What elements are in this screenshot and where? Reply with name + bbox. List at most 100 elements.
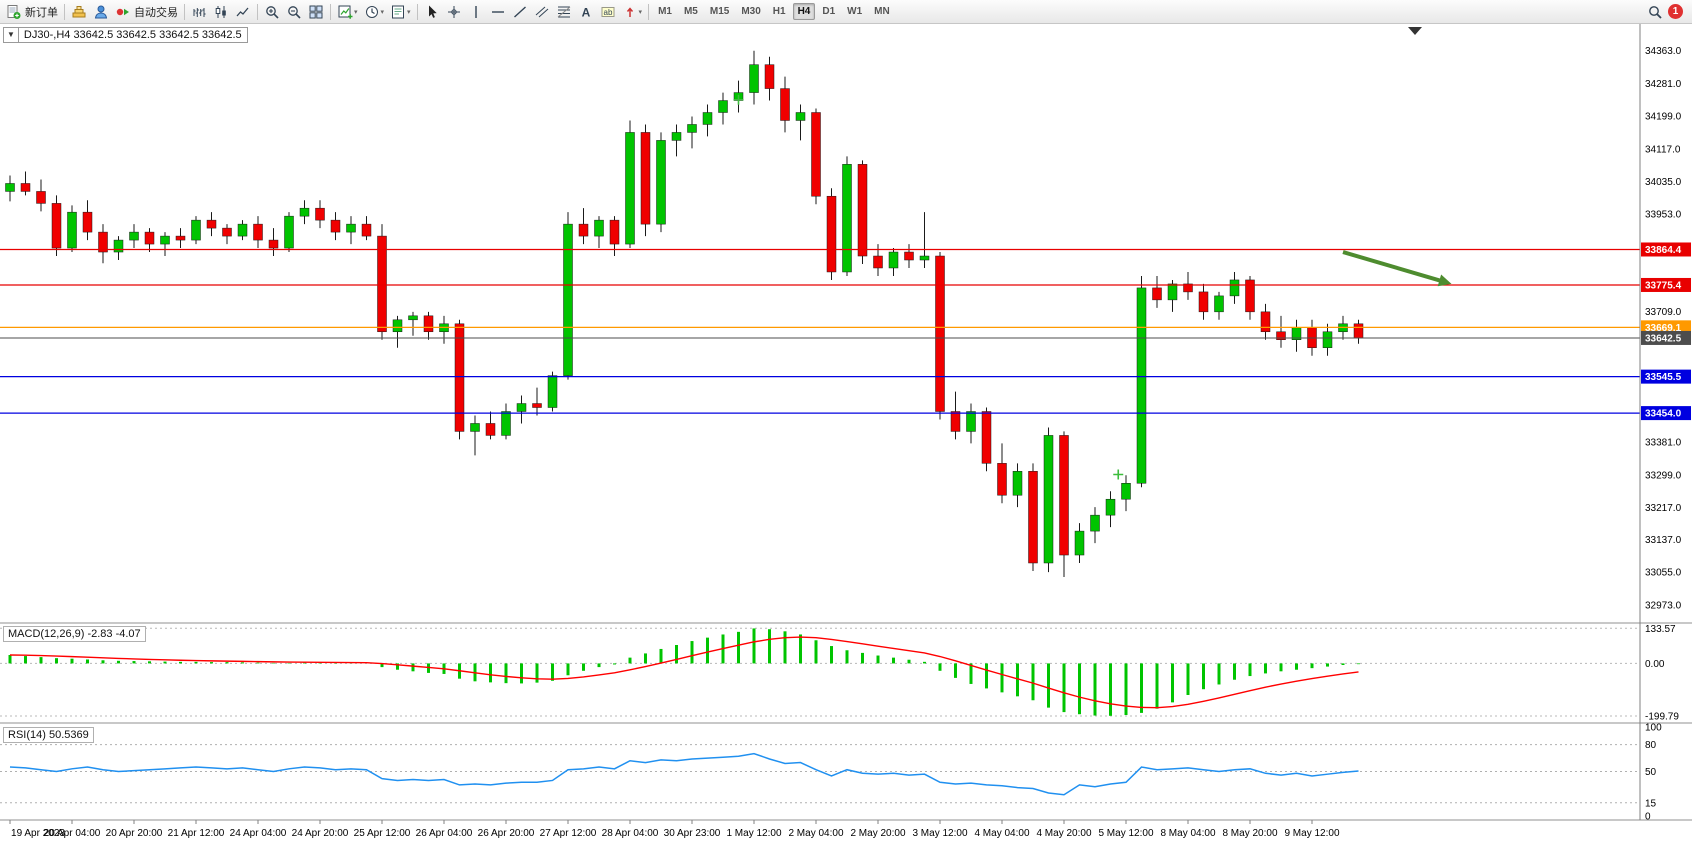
price-tick-label: 33299.0: [1645, 470, 1682, 481]
candle: [981, 411, 992, 464]
time-tick-label: 8 May 20:00: [1222, 828, 1277, 839]
price-badge-label: 33669.1: [1645, 323, 1682, 334]
timeframe-m15[interactable]: M15: [709, 6, 730, 17]
crosshair-button[interactable]: [444, 2, 464, 22]
candle: [950, 411, 961, 432]
candle: [795, 112, 806, 121]
market-watch-button[interactable]: [69, 2, 89, 22]
time-tick-label: 27 Apr 12:00: [540, 828, 597, 839]
bar-chart-button[interactable]: [189, 2, 209, 22]
price-badge: [1641, 242, 1691, 257]
timeframe-m30[interactable]: M30: [741, 6, 761, 17]
timeframe-m1[interactable]: M1: [658, 6, 672, 17]
candlestick-chart-button[interactable]: [211, 2, 231, 22]
chart-title: DJ30-,H4 33642.5 33642.5 33642.5 33642.5: [23, 29, 242, 41]
candle: [671, 132, 682, 141]
cursor-button[interactable]: [422, 2, 442, 22]
candle: [532, 403, 542, 408]
price-tick-label: 33953.0: [1645, 210, 1682, 221]
period-button[interactable]: ▾: [362, 2, 387, 22]
macd-tick-label: -199.79: [1645, 711, 1679, 722]
notification-badge[interactable]: 1: [1668, 4, 1683, 19]
candle: [454, 323, 465, 432]
candle: [687, 124, 697, 133]
horizontal-line-button[interactable]: [488, 2, 508, 22]
chart-canvas[interactable]: 34363.0 34281.0 34199.0 34117.0 34035.0 33953…: [0, 24, 1692, 854]
timeframe-m5[interactable]: M5: [683, 6, 698, 17]
candle: [594, 219, 604, 237]
candle: [888, 251, 899, 269]
timeframe-h4[interactable]: H4: [792, 3, 816, 20]
candle: [1167, 283, 1178, 301]
candle: [330, 219, 341, 233]
trendline-button[interactable]: [510, 2, 530, 22]
time-tick-label: 28 Apr 04:00: [602, 828, 659, 839]
candle: [113, 239, 124, 253]
price-tick-label: 34363.0: [1645, 46, 1682, 57]
macd-indicator-label: MACD(12,26,9) -2.83 -4.07: [3, 626, 146, 642]
channel-button[interactable]: [532, 2, 552, 22]
time-tick-label: 24 Apr 04:00: [230, 828, 287, 839]
zoom-in-button[interactable]: [262, 2, 282, 22]
chart-background: [0, 24, 1692, 854]
price-badge: [1641, 277, 1691, 292]
rsi-tick-label: 0: [1645, 812, 1651, 823]
timeframe-mn[interactable]: MN: [874, 6, 890, 17]
candle: [1229, 279, 1240, 297]
time-tick-label: 1 May 12:00: [726, 828, 781, 839]
line-chart-button[interactable]: [233, 2, 253, 22]
price-tick-label: 32973.0: [1645, 600, 1682, 611]
navigator-button[interactable]: [91, 2, 111, 22]
candle: [826, 195, 837, 273]
autotrading-icon: [116, 8, 129, 15]
candle: [191, 219, 201, 241]
zoom-out-button[interactable]: [284, 2, 304, 22]
candle: [268, 239, 279, 249]
scroll-to-end-marker[interactable]: [1408, 27, 1422, 35]
dropdown-caret-icon: ▾: [407, 8, 411, 16]
text-label-button[interactable]: ab: [598, 2, 618, 22]
fibonacci-button[interactable]: [554, 2, 574, 22]
rsi-tick-label: 15: [1645, 798, 1657, 809]
candle: [470, 423, 480, 432]
candle: [98, 231, 108, 253]
candle: [702, 112, 713, 125]
price-tick-label: 34035.0: [1645, 177, 1682, 188]
price-badge-label: 33454.0: [1645, 409, 1682, 420]
candle: [5, 183, 15, 192]
autotrading-button[interactable]: 自动交易: [113, 2, 180, 22]
new-order-icon: [7, 4, 21, 19]
candle: [749, 64, 759, 93]
candle: [315, 207, 325, 221]
new-chart-icon: [338, 5, 353, 19]
candle: [1012, 471, 1023, 496]
candle: [485, 423, 496, 436]
line-chart-icon: [236, 7, 249, 16]
new-chart-button[interactable]: ▾: [335, 2, 360, 22]
vertical-line-button[interactable]: [466, 2, 486, 22]
candle: [160, 235, 170, 245]
candle: [1059, 435, 1069, 556]
toolbar-separator: [184, 3, 185, 20]
timeframe-w1[interactable]: W1: [847, 6, 863, 17]
candle: [222, 227, 232, 237]
timeframe-d1[interactable]: D1: [822, 6, 836, 17]
arrows-button[interactable]: ▾: [620, 2, 645, 22]
candle: [346, 223, 356, 233]
search-button[interactable]: [1645, 2, 1665, 22]
timeframe-h1[interactable]: H1: [772, 6, 786, 17]
trend-arrow-annotation[interactable]: [1342, 250, 1445, 284]
new-order-button[interactable]: 新订单: [4, 2, 60, 22]
one-click-trading-toggle[interactable]: ▼: [4, 28, 19, 42]
candle: [361, 223, 372, 237]
text-button[interactable]: A: [576, 2, 596, 22]
macd-signal-line: [9, 636, 1359, 709]
toolbar-separator: [330, 3, 331, 20]
candle: [1074, 530, 1085, 556]
tile-windows-button[interactable]: [306, 2, 326, 22]
templates-button[interactable]: ▾: [388, 2, 413, 22]
candle: [935, 255, 945, 412]
candle: [1260, 311, 1271, 333]
time-tick-label: 24 Apr 20:00: [292, 828, 349, 839]
fibonacci-icon: [557, 6, 570, 17]
